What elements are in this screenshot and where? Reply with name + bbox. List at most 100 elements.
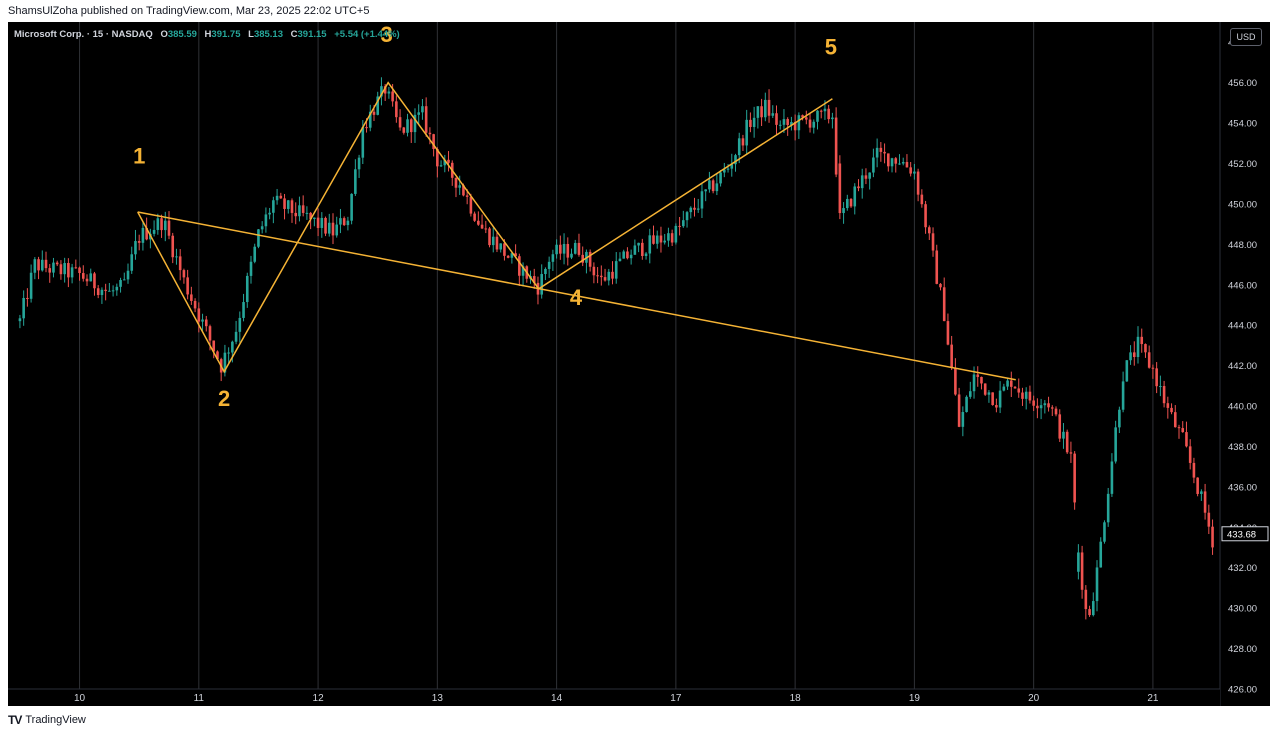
- candle-body: [547, 261, 551, 269]
- candle-body: [171, 235, 175, 258]
- time-axis: [8, 689, 1220, 706]
- candle-body: [216, 351, 219, 360]
- candle-body: [231, 341, 234, 353]
- candle-body: [667, 233, 670, 241]
- candle-body: [749, 119, 752, 127]
- candle-body: [398, 117, 402, 128]
- high-value: 391.75: [211, 29, 241, 40]
- candle-body: [760, 106, 763, 118]
- candle-body: [1114, 427, 1117, 462]
- price-tick-label: 448.00: [1228, 240, 1257, 251]
- price-tick-label: 426.00: [1228, 685, 1257, 696]
- candle-body: [1159, 386, 1162, 388]
- candle-body: [316, 217, 320, 228]
- candle-body: [339, 218, 342, 225]
- candle-body: [1099, 541, 1103, 568]
- candle-body: [693, 207, 696, 210]
- candle-body: [245, 275, 249, 303]
- footer: TV TradingView: [8, 713, 86, 727]
- time-tick-label: 20: [1028, 693, 1040, 704]
- candle-body: [1203, 491, 1207, 513]
- candle-body: [294, 212, 298, 217]
- candle-body: [1200, 491, 1203, 494]
- candle-body: [1021, 392, 1024, 399]
- candle-body: [998, 390, 1002, 408]
- candle-body: [532, 276, 536, 283]
- candle-body: [696, 208, 700, 210]
- candle-body: [1050, 407, 1054, 409]
- candle-body: [734, 155, 737, 165]
- candle-body: [1084, 589, 1088, 610]
- candle-body: [641, 242, 644, 256]
- candle-body: [678, 225, 681, 227]
- time-tick-label: 18: [790, 693, 802, 704]
- candle-body: [439, 165, 443, 167]
- candle-body: [1065, 431, 1069, 453]
- candle-body: [674, 225, 678, 243]
- candle-body: [208, 326, 212, 341]
- candle-body: [350, 193, 353, 221]
- candle-body: [365, 127, 368, 129]
- candle-body: [301, 205, 305, 213]
- candle-body: [957, 394, 961, 427]
- candle-body: [887, 153, 890, 167]
- time-tick-label: 11: [194, 693, 205, 704]
- candle-body: [1103, 522, 1106, 542]
- candle-body: [954, 368, 957, 395]
- open-value: 385.59: [167, 29, 197, 40]
- candle-body: [268, 212, 271, 215]
- candle-body: [141, 227, 145, 243]
- price-tick-label: 452.00: [1228, 159, 1257, 170]
- candlestick-chart[interactable]: 12345426.00428.00430.00432.00434.00436.0…: [8, 22, 1270, 706]
- price-tick-label: 454.00: [1228, 119, 1257, 130]
- candle-body: [1188, 446, 1192, 463]
- candle-body: [264, 214, 268, 227]
- candle-body: [655, 235, 659, 244]
- symbol-legend: Microsoft Corp. · 15 · NASDAQ O385.59 H3…: [14, 29, 400, 40]
- candle-body: [831, 117, 834, 120]
- candle-body: [935, 250, 939, 284]
- candle-body: [447, 159, 450, 163]
- candle-body: [864, 175, 868, 179]
- candle-body: [469, 196, 473, 214]
- candle-body: [950, 344, 953, 369]
- candle-body: [972, 374, 976, 392]
- candle-body: [44, 259, 48, 269]
- price-tick-label: 450.00: [1228, 199, 1257, 210]
- candle-body: [827, 108, 830, 120]
- candle-body: [227, 352, 230, 354]
- price-tick-label: 442.00: [1228, 361, 1257, 372]
- candle-body: [771, 113, 775, 116]
- candle-body: [413, 114, 417, 133]
- candle-body: [838, 163, 842, 214]
- wave-zigzag: [137, 81, 833, 374]
- candle-body: [1192, 462, 1196, 478]
- candle-body: [376, 96, 380, 115]
- candle-body: [968, 391, 972, 397]
- candle-body: [723, 169, 726, 173]
- candle-body: [1032, 400, 1035, 406]
- candle-body: [1196, 477, 1199, 494]
- candle-body: [1147, 352, 1151, 368]
- candle-body: [846, 198, 849, 209]
- candle-body: [939, 283, 942, 288]
- candle-body: [1017, 388, 1021, 393]
- candle-body: [298, 205, 301, 217]
- candle-body: [905, 162, 909, 168]
- candle-body: [1121, 381, 1125, 410]
- candle-body: [100, 289, 104, 296]
- candle-body: [1036, 405, 1039, 409]
- change-value: +5.54 (+1.44%): [334, 29, 400, 40]
- candle-body: [663, 240, 666, 243]
- candle-body: [499, 243, 503, 250]
- price-tick-label: 438.00: [1228, 442, 1257, 453]
- candle-body: [424, 106, 428, 133]
- candle-body: [1028, 391, 1032, 401]
- candle-body: [741, 138, 745, 146]
- chart-area[interactable]: Microsoft Corp. · 15 · NASDAQ O385.59 H3…: [8, 22, 1270, 706]
- candle-body: [443, 159, 447, 166]
- candle-body: [1155, 368, 1158, 387]
- candle-body: [257, 229, 260, 247]
- currency-button[interactable]: USD: [1230, 28, 1262, 46]
- candle-body: [596, 275, 599, 277]
